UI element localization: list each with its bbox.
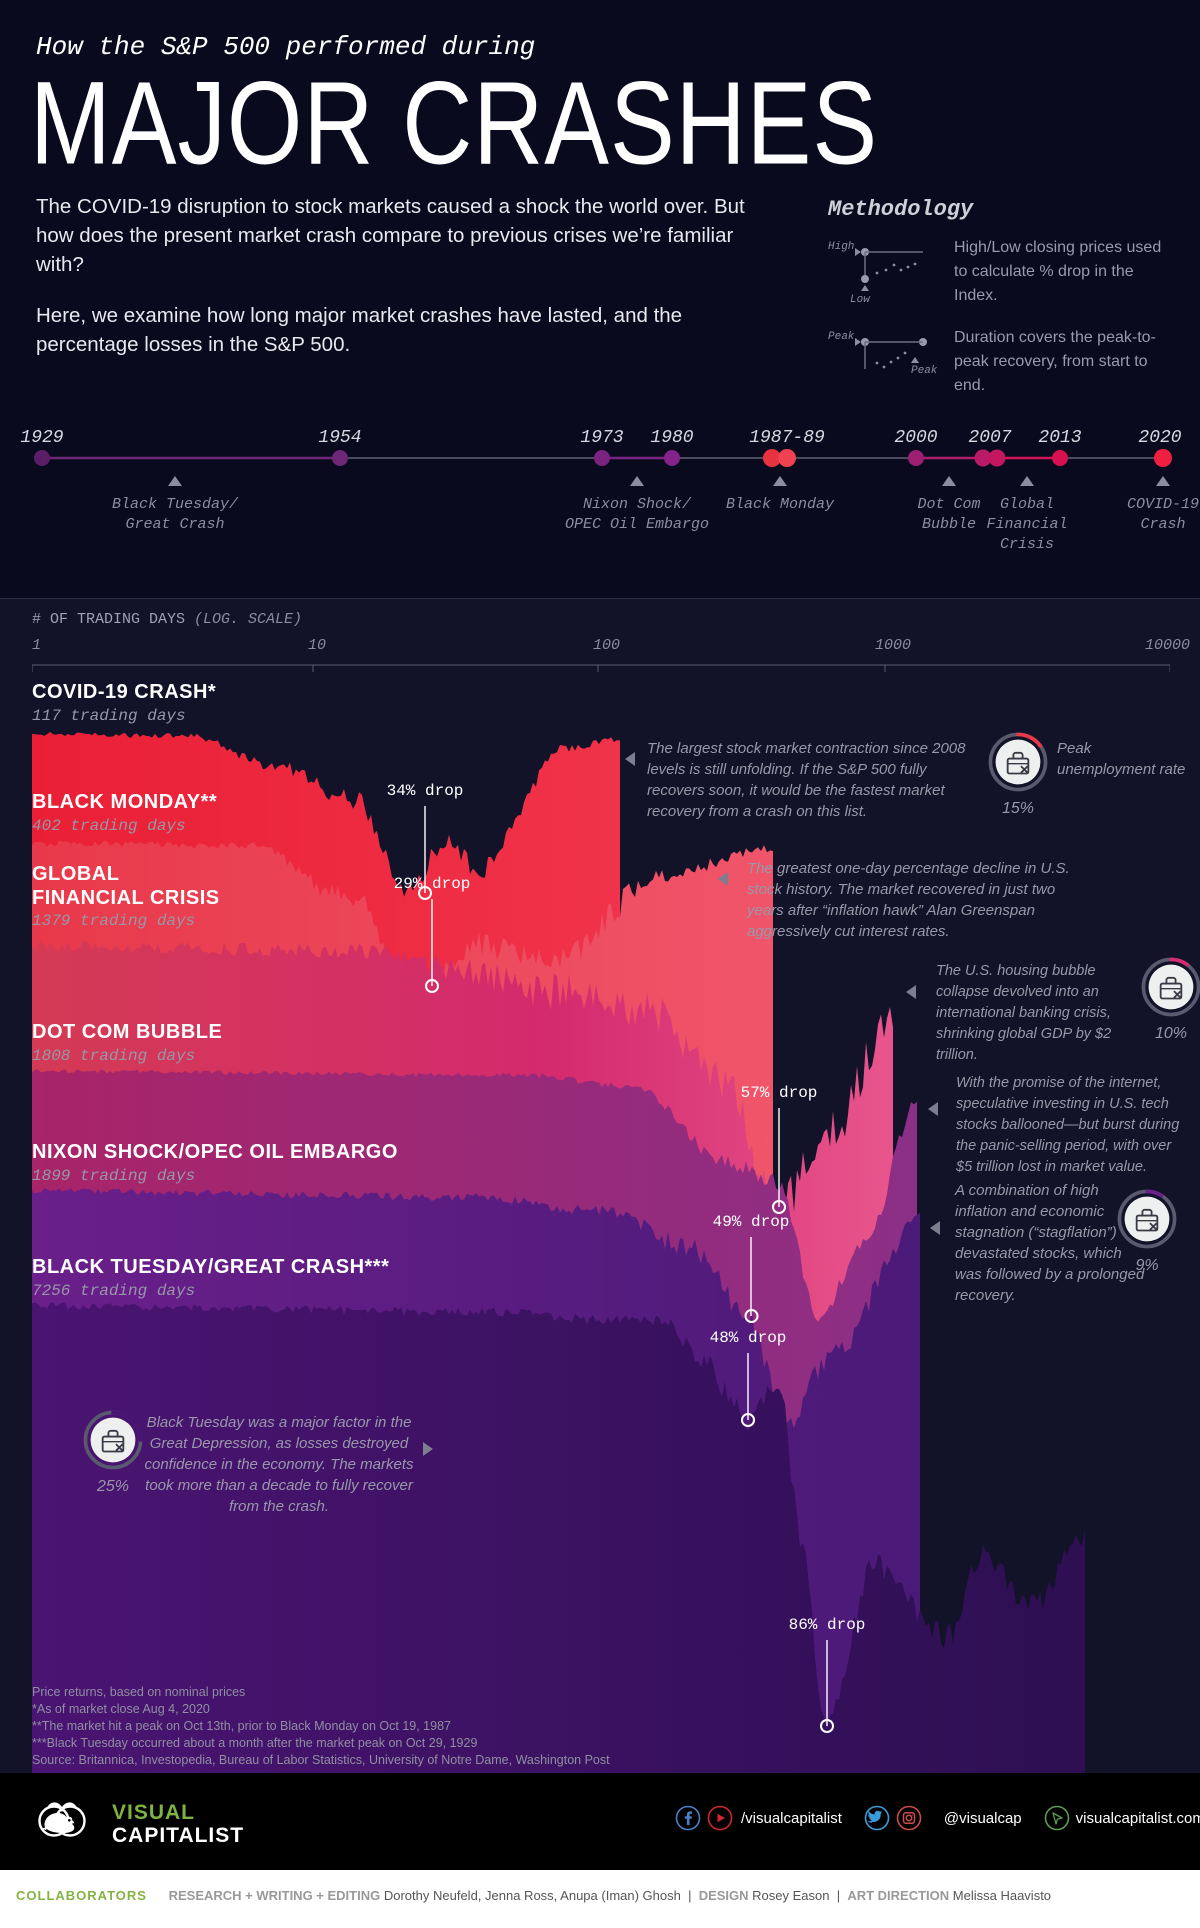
svg-text:1980: 1980 xyxy=(650,428,693,448)
svg-text:COVID-19: COVID-19 xyxy=(1127,496,1199,513)
svg-text:OPEC Oil Embargo: OPEC Oil Embargo xyxy=(565,516,709,533)
svg-text:1973: 1973 xyxy=(580,428,623,448)
svg-text:2020: 2020 xyxy=(1138,428,1181,448)
svg-text:2013: 2013 xyxy=(1038,428,1081,448)
svg-text:High: High xyxy=(828,241,854,253)
svg-text:Peak: Peak xyxy=(911,365,938,377)
svg-text:Low: Low xyxy=(850,294,871,306)
svg-text:1954: 1954 xyxy=(318,428,361,448)
svg-text:Peak: Peak xyxy=(828,331,855,343)
svg-text:Financial: Financial xyxy=(986,516,1067,533)
svg-text:Great Crash: Great Crash xyxy=(125,516,224,533)
svg-text:Crash: Crash xyxy=(1140,516,1185,533)
svg-text:Crisis: Crisis xyxy=(1000,536,1054,553)
svg-text:1987-89: 1987-89 xyxy=(749,428,825,448)
svg-text:Dot Com: Dot Com xyxy=(917,496,980,513)
svg-text:1929: 1929 xyxy=(20,428,63,448)
svg-text:Black Tuesday/: Black Tuesday/ xyxy=(112,496,239,513)
svg-text:Nixon Shock/: Nixon Shock/ xyxy=(583,496,692,513)
svg-text:2000: 2000 xyxy=(894,428,937,448)
svg-text:Global: Global xyxy=(1000,496,1054,513)
svg-text:Bubble: Bubble xyxy=(922,516,976,533)
svg-text:Black Monday: Black Monday xyxy=(726,496,835,513)
svg-text:2007: 2007 xyxy=(968,428,1011,448)
